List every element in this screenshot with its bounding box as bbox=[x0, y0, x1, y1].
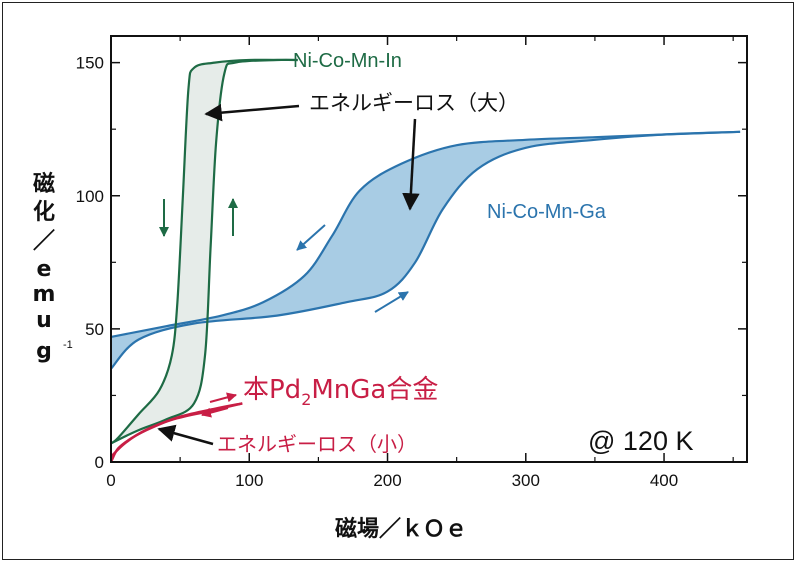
axis-ticks: 0 100 200 300 400 0 50 100 150 bbox=[76, 36, 747, 490]
x-tick-label: 200 bbox=[373, 471, 401, 490]
energy-loss-small-pointer bbox=[157, 424, 214, 446]
temperature-label: @ 120 K bbox=[588, 426, 693, 456]
y-axis-title-char: 磁 bbox=[33, 171, 55, 197]
y-tick-label: 50 bbox=[85, 320, 104, 339]
label-pd2mnga-subscript: 2 bbox=[301, 390, 311, 409]
magnetization-chart: 0 100 200 300 400 0 50 100 150 Ni-Co-Mn-In Ni-Co… bbox=[33, 35, 748, 542]
ga-down-arrow bbox=[296, 224, 326, 251]
y-tick-label: 150 bbox=[76, 54, 104, 73]
y-axis-title-char: g bbox=[36, 339, 52, 364]
ga-up-arrow bbox=[374, 291, 409, 313]
ni-co-mn-in-increasing-curve bbox=[110, 58, 298, 445]
ga-loss-pointer bbox=[402, 118, 420, 211]
x-tick-label: 0 bbox=[106, 471, 115, 490]
x-tick-label: 300 bbox=[512, 471, 540, 490]
energy-loss-large-pointer bbox=[204, 103, 300, 122]
ni-co-mn-ga-increasing-curve bbox=[110, 130, 741, 370]
hysteresis-curves bbox=[109, 58, 741, 463]
y-tick-label: 100 bbox=[76, 187, 104, 206]
label-energy-loss-small: エネルギーロス（小） bbox=[217, 432, 417, 456]
hysteresis-fills bbox=[111, 59, 741, 444]
label-ni-co-mn-in: Ni-Co-Mn-In bbox=[293, 50, 402, 72]
x-tick-label: 100 bbox=[235, 471, 263, 490]
plot-frame bbox=[110, 35, 748, 463]
y-tick-label: 0 bbox=[95, 453, 104, 472]
ni-co-mn-ga-decreasing-curve bbox=[110, 130, 741, 338]
y-axis-title-char: u bbox=[36, 308, 52, 333]
x-axis-title: 磁場／ｋＯｅ bbox=[335, 516, 467, 542]
pd-up-arrow bbox=[209, 392, 237, 403]
y-axis-title-superscript: -1 bbox=[63, 339, 73, 351]
pd-down-arrow bbox=[201, 407, 229, 418]
y-axis-title-char: ／ bbox=[33, 229, 55, 254]
ni-co-mn-in-loop-area bbox=[111, 59, 298, 444]
label-pd2mnga: 本Pd2MnGa合金 bbox=[243, 375, 438, 409]
y-axis-title-char: e bbox=[37, 257, 52, 282]
y-axis-title-char: m bbox=[33, 282, 56, 307]
x-tick-label: 400 bbox=[650, 471, 678, 490]
ni-co-mn-ga-loop-area bbox=[111, 131, 741, 369]
sweep-arrows bbox=[159, 198, 409, 418]
label-pd2mnga-prefix: 本Pd bbox=[243, 375, 301, 405]
label-pd2mnga-suffix: MnGa合金 bbox=[311, 375, 438, 405]
y-axis-title-char: 化 bbox=[33, 199, 55, 225]
label-ni-co-mn-ga: Ni-Co-Mn-Ga bbox=[487, 201, 607, 223]
ni-co-mn-in-decreasing-curve bbox=[110, 58, 298, 445]
label-energy-loss-large: エネルギーロス（大） bbox=[309, 91, 519, 115]
